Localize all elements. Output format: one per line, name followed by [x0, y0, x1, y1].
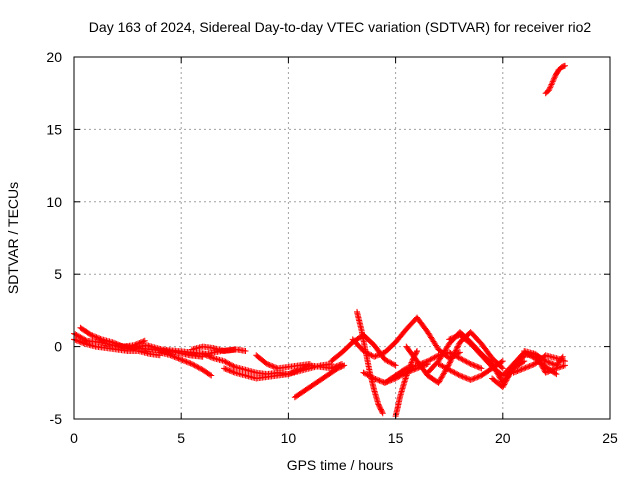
y-tick-label: 15: [46, 121, 62, 137]
y-axis-label: SDTVAR / TECUs: [5, 182, 21, 294]
x-tick-label: 15: [388, 430, 404, 446]
y-tick-label: -5: [50, 411, 63, 427]
data-points: [71, 63, 568, 419]
x-tick-label: 25: [602, 430, 618, 446]
x-tick-label: 0: [70, 430, 78, 446]
series-track-24: [543, 63, 568, 97]
series-track-12: [354, 309, 386, 416]
y-tick-label: 5: [54, 266, 62, 282]
data-point: [562, 362, 568, 368]
data-point: [243, 348, 249, 354]
x-tick-label: 20: [495, 430, 511, 446]
x-tick-label: 10: [281, 430, 297, 446]
chart: Day 163 of 2024, Sidereal Day-to-day VTE…: [0, 0, 640, 480]
y-tick-label: 0: [54, 339, 62, 355]
axis-ticks: 0 5 10 15 20 25 -5 0 5 10 15 20: [46, 49, 618, 446]
y-tick-label: 20: [46, 49, 62, 65]
y-tick-label: 10: [46, 194, 62, 210]
x-axis-label: GPS time / hours: [287, 457, 394, 473]
x-tick-label: 5: [177, 430, 185, 446]
chart-title: Day 163 of 2024, Sidereal Day-to-day VTE…: [89, 19, 592, 35]
